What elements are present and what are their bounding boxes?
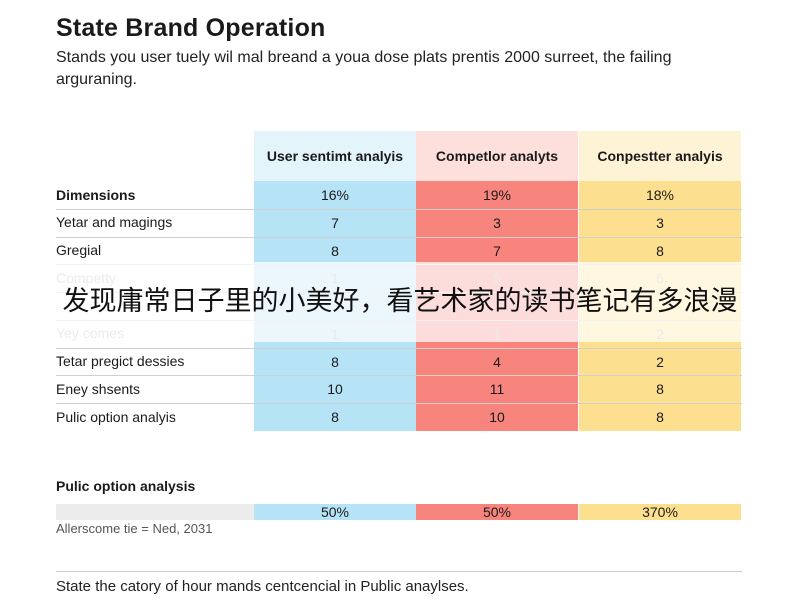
table-cell: 8 [579, 375, 741, 404]
summary-row-background [56, 504, 254, 520]
table-cell: 18% [579, 181, 741, 209]
row-divider [56, 236, 742, 238]
column-header: Competlor analyts [416, 131, 578, 181]
row-label: Eney shsents [56, 380, 141, 397]
table-cell: 19% [416, 181, 578, 209]
table-cell: 10 [254, 375, 416, 404]
summary-cell: 50% [254, 504, 416, 520]
table-cell: 8 [254, 347, 416, 376]
table-cell: 8 [579, 236, 741, 265]
table-cell: 10 [416, 403, 578, 431]
table-cell: 11 [416, 375, 578, 404]
table-cell: 3 [416, 208, 578, 237]
summary-cell: 50% [416, 504, 578, 520]
row-divider [56, 208, 742, 210]
page-subtitle: Stands you user tuely wil mal breand a y… [56, 49, 672, 88]
column-header: Conpestter analyis [579, 131, 741, 181]
table-cell: 2 [579, 347, 741, 376]
overlay-banner [0, 262, 800, 342]
table-cell: 8 [254, 403, 416, 431]
column-header: User sentimt analyis [254, 131, 416, 181]
row-label: Yetar and magings [56, 214, 173, 231]
row-label: Gregial [56, 242, 102, 258]
overlay-text: 发现庸常日子里的小美好，看艺术家的读书笔记有多浪漫 [62, 286, 738, 317]
table-cell: 8 [579, 403, 741, 431]
row-label: Pulic option analyis [56, 408, 176, 425]
row-divider [56, 375, 742, 377]
footnote: Allerscome tie = Ned, 2031 [56, 521, 213, 536]
row-divider [56, 347, 742, 349]
table-cell: 8 [254, 236, 416, 265]
table-cell: 16% [254, 181, 416, 209]
summary-section-label: Pulic option analysis [56, 478, 196, 494]
table-cell: 4 [416, 347, 578, 376]
table-cell: 3 [579, 208, 741, 237]
summary-cell: 370% [579, 504, 741, 520]
row-label: Dimensions [56, 186, 136, 203]
bottom-caption: State the catory of hour mands centcenci… [56, 578, 469, 595]
row-label: Tetar pregict dessies [56, 353, 185, 369]
row-divider [56, 403, 742, 404]
divider [56, 571, 742, 572]
table-cell: 7 [254, 208, 416, 237]
page-title: State Brand Operation [56, 14, 326, 42]
table-cell: 7 [416, 236, 578, 265]
